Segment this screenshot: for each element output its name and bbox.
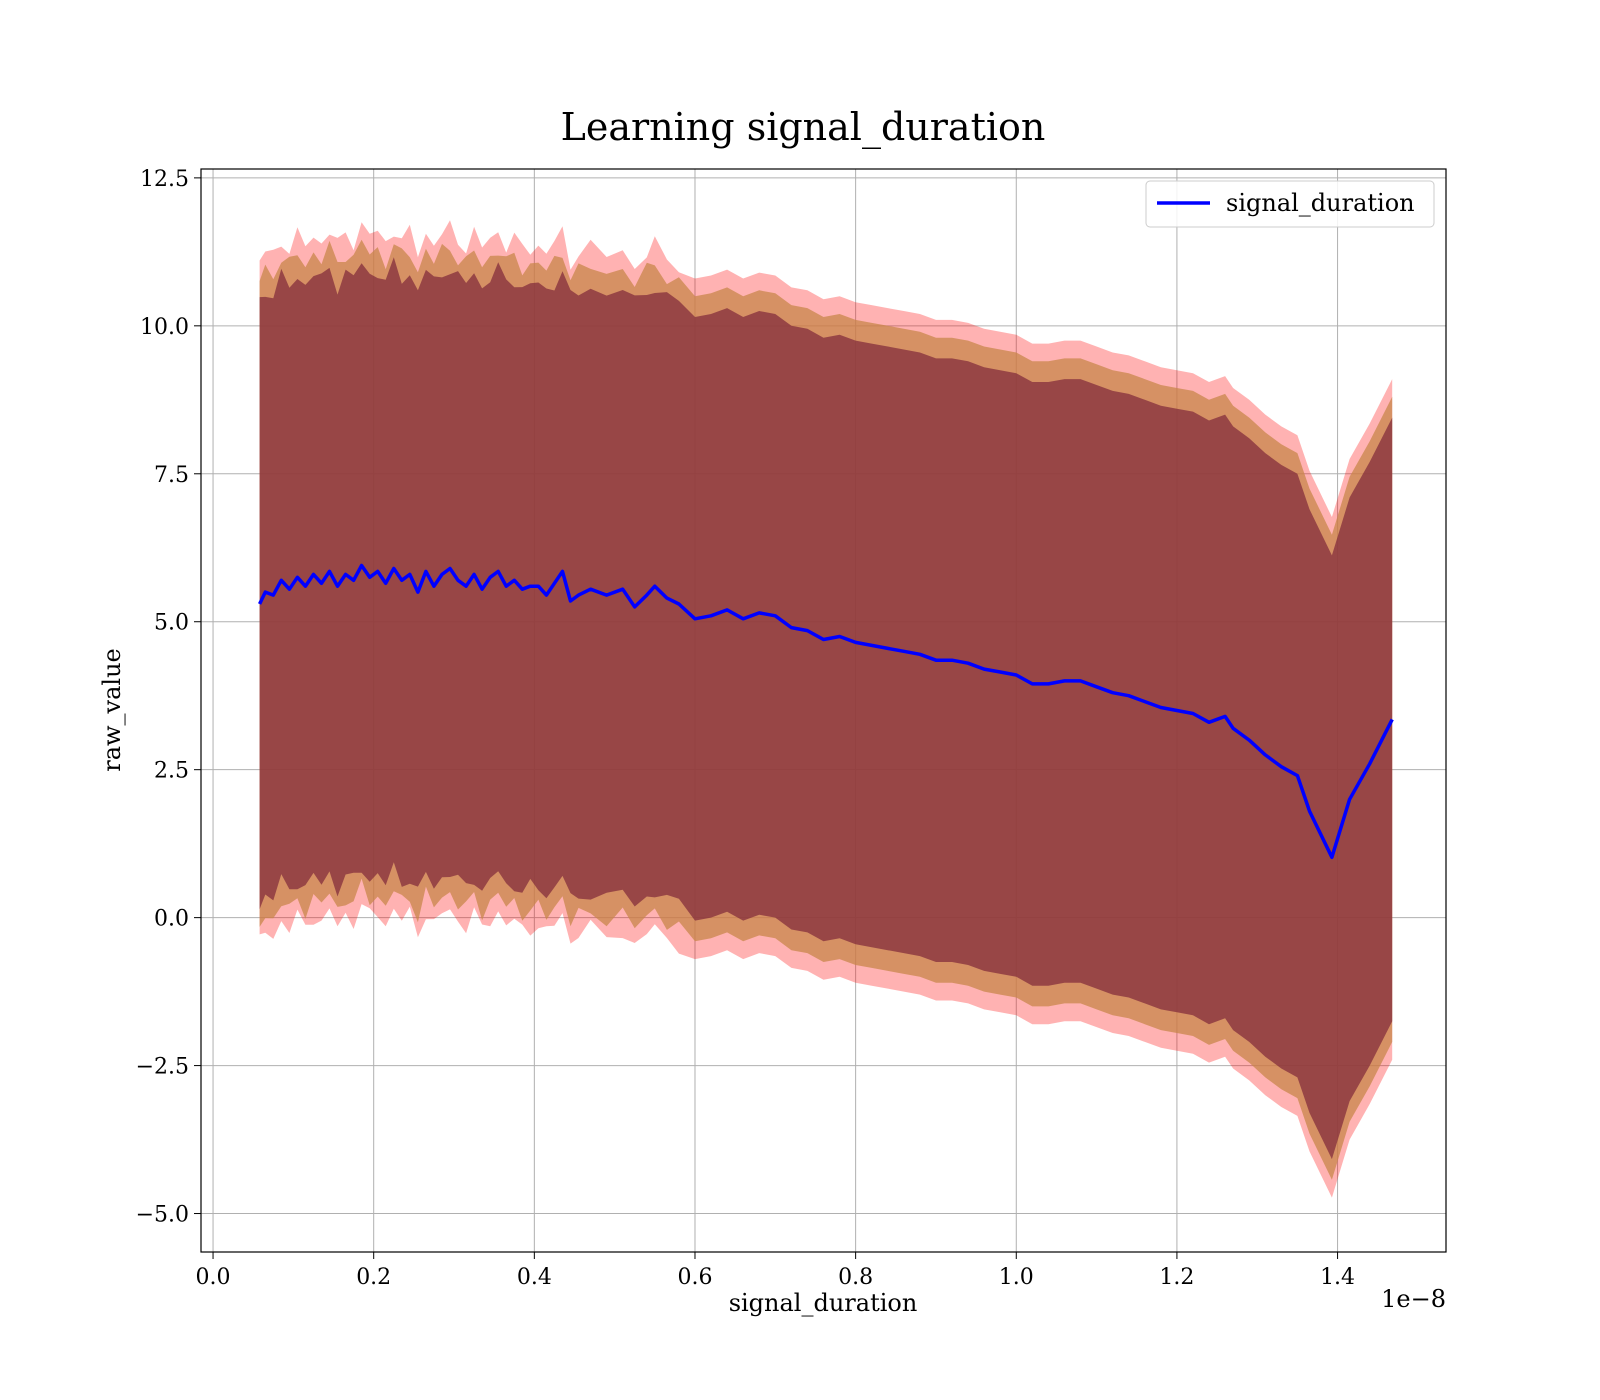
x-axis-ticks: 0.0 0.2 0.4 0.6 0.8 1.0 1.2 1.4	[196, 1252, 1355, 1290]
series-line-signal_duration	[258, 563, 1394, 860]
legend-entry-label: signal_duration	[1226, 189, 1415, 217]
x-axis-label: signal_duration	[729, 1289, 918, 1317]
legend: signal_duration	[1145, 180, 1435, 228]
y-tick-label: 0.0	[154, 907, 189, 932]
confidence-bands	[259, 220, 1393, 1198]
x-tick-label: 1.2	[1159, 1265, 1194, 1290]
x-axis-offset-label: 1e−8	[1381, 1285, 1446, 1313]
y-tick-label: 5.0	[154, 611, 189, 636]
y-axis-ticks: −5.0 −2.5 0.0 2.5 5.0 7.5 10.0 12.5	[136, 167, 201, 1228]
y-tick-label: 12.5	[140, 167, 189, 192]
x-tick-label: 0.6	[677, 1265, 712, 1290]
x-tick-label: 0.0	[196, 1265, 231, 1290]
y-axis-label: raw_value	[98, 648, 126, 772]
x-tick-label: 0.2	[356, 1265, 391, 1290]
y-tick-label: 10.0	[140, 315, 189, 340]
y-tick-label: 7.5	[154, 463, 189, 488]
chart-title: Learning signal_duration	[561, 105, 1046, 150]
y-tick-label: −5.0	[136, 1203, 189, 1228]
legend-box	[1145, 180, 1435, 228]
axes-frame	[200, 168, 1447, 1253]
x-tick-label: 1.4	[1320, 1265, 1355, 1290]
x-tick-label: 0.8	[838, 1265, 873, 1290]
y-tick-label: −2.5	[136, 1055, 189, 1080]
inner-band	[259, 257, 1393, 1160]
x-tick-label: 1.0	[999, 1265, 1034, 1290]
series-lines	[258, 563, 1394, 860]
y-tick-label: 2.5	[154, 759, 189, 784]
x-tick-label: 0.4	[517, 1265, 552, 1290]
